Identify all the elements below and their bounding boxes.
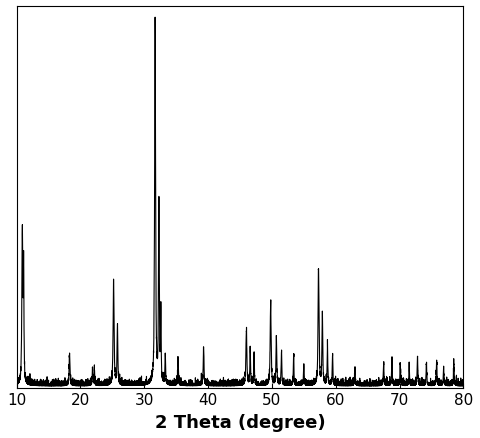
X-axis label: 2 Theta (degree): 2 Theta (degree) xyxy=(155,413,325,431)
